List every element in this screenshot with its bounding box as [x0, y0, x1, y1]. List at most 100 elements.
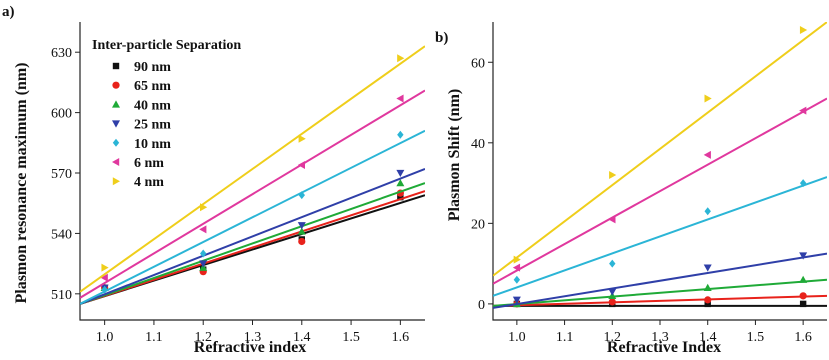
- panel-b-y-tick-label: 0: [478, 298, 485, 313]
- legend-entry-label: 90 nm: [134, 60, 171, 75]
- data-point: [703, 150, 711, 159]
- panel-b-label: b): [435, 30, 448, 46]
- data-point: [200, 249, 207, 258]
- panel-a-y-tick-label: 630: [51, 46, 72, 61]
- data-point: [297, 160, 305, 169]
- panel-a-x-tick-label: 1.0: [96, 330, 114, 345]
- panel-a-x-axis-title: Refractive index: [194, 339, 306, 356]
- data-point: [703, 264, 712, 272]
- data-point: [298, 191, 305, 200]
- data-point: [609, 171, 617, 180]
- panel-b-y-tick-label: 20: [471, 217, 485, 232]
- fit-line: [493, 278, 827, 307]
- data-point: [703, 283, 712, 291]
- data-point: [298, 237, 306, 246]
- panel-a-label: a): [2, 4, 15, 20]
- legend-marker: [112, 120, 120, 128]
- data-point: [513, 255, 521, 264]
- legend-title: Inter-particle Separation: [92, 38, 241, 53]
- fit-line: [80, 45, 425, 293]
- data-point: [512, 296, 521, 304]
- data-point: [200, 203, 208, 212]
- panel-a-series-25nm: [80, 168, 425, 305]
- panel-b-x-tick-label: 1.1: [556, 330, 574, 345]
- fit-line: [493, 252, 827, 309]
- panel-a-chart: a) 1.0 1.1 1.2 1.3 1.4 1.5 1.6510540570600630 …: [2, 4, 425, 356]
- data-point: [608, 288, 617, 296]
- fit-line: [80, 168, 425, 305]
- legend-marker: [112, 177, 120, 186]
- panel-a-series-6nm: [80, 89, 425, 299]
- data-point: [609, 259, 616, 268]
- legend-entry-label: 4 nm: [134, 175, 164, 190]
- legend-marker: [112, 62, 120, 70]
- fit-line: [493, 22, 827, 277]
- legend-entry-label: 6 nm: [134, 156, 164, 171]
- data-point: [396, 94, 404, 103]
- panel-a-y-tick-label: 540: [51, 227, 72, 242]
- data-point: [704, 300, 711, 308]
- data-point: [799, 26, 808, 35]
- data-point: [101, 263, 109, 272]
- data-point: [799, 252, 808, 260]
- data-point: [397, 193, 404, 201]
- data-point: [799, 275, 808, 283]
- panel-b-series-6nm: [493, 97, 827, 285]
- panel-b-x-tick-label: 1.4: [699, 330, 717, 345]
- data-point: [799, 106, 807, 115]
- data-point: [608, 298, 616, 306]
- panel-b-y-tick-label: 40: [471, 137, 485, 152]
- panel-a-x-tick-label: 1.3: [244, 330, 262, 345]
- panel-b-chart: b) 1.0 1.1 1.2 1.3 1.4 1.5 1.6 0 20 40 60 Refracti…: [435, 22, 827, 356]
- data-point: [513, 275, 521, 284]
- data-point: [397, 130, 404, 139]
- data-point: [704, 94, 712, 103]
- panel-a-x-tick-label: 1.2: [194, 330, 212, 345]
- data-point: [799, 292, 807, 300]
- panel-a-y-tick-label: 510: [51, 288, 72, 303]
- legend-marker: [112, 100, 120, 108]
- data-point: [396, 179, 405, 187]
- fit-line: [80, 129, 425, 305]
- legend-entry-label: 40 nm: [134, 98, 171, 113]
- data-point: [704, 296, 712, 304]
- data-point: [512, 263, 521, 272]
- panel-a-legend: Inter-particle Separation 90 nm 65 nm 40 n…: [92, 38, 241, 190]
- data-point: [297, 227, 306, 235]
- data-point: [397, 54, 405, 63]
- legend-marker: [112, 81, 120, 89]
- data-point: [199, 225, 207, 234]
- data-point: [799, 179, 807, 188]
- data-point: [297, 222, 306, 230]
- fit-line: [80, 182, 425, 305]
- data-point: [298, 134, 306, 143]
- fit-line: [80, 190, 425, 305]
- fit-line: [80, 89, 425, 299]
- data-point: [608, 215, 616, 224]
- panel-b-series-10nm: [493, 176, 827, 297]
- legend-marker: [112, 158, 120, 166]
- panel-b-y-axis-title: Plasmon Shift (nm): [446, 89, 463, 221]
- data-point: [101, 285, 108, 294]
- panel-a-y-tick-label: 600: [51, 107, 72, 122]
- data-point: [704, 207, 711, 216]
- data-point: [199, 260, 208, 268]
- panel-b-x-tick-label: 1.2: [604, 330, 622, 345]
- panel-b-x-tick-label: 1.6: [794, 330, 812, 345]
- panel-a-y-tick-label: 570: [51, 167, 72, 182]
- panel-a-series-4nm: [80, 45, 425, 293]
- panel-b-series-4nm: [493, 22, 827, 277]
- fit-line: [493, 176, 827, 297]
- panel-b-x-tick-label: 1.3: [651, 330, 669, 345]
- legend-entry-label: 65 nm: [134, 79, 171, 94]
- data-point: [396, 169, 405, 178]
- panel-b-x-tick-label: 1.0: [508, 330, 526, 345]
- fit-line: [493, 294, 827, 307]
- panel-b-axes: [492, 22, 827, 321]
- panel-a-series-40nm: [80, 179, 425, 305]
- panel-a-x-tick-label: 1.6: [392, 330, 410, 345]
- panel-a-axes: [79, 22, 425, 321]
- panel-b-y-tick-label: 60: [471, 56, 485, 71]
- panel-b-x-tick-label: 1.5: [747, 330, 765, 345]
